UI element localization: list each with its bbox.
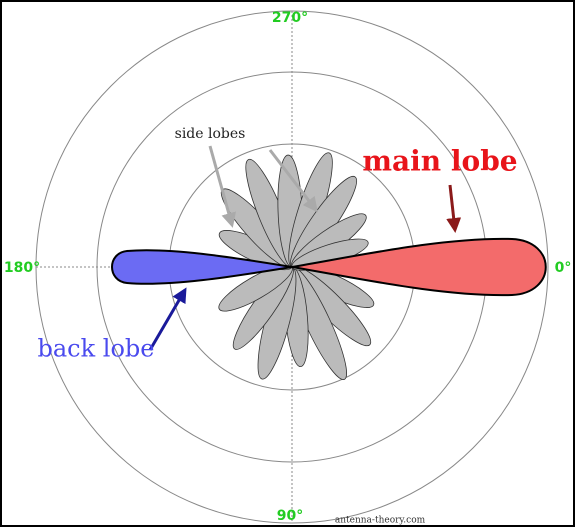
back-lobe-arrow [148, 287, 187, 351]
angle-label: 270° [272, 10, 308, 26]
back-lobe-label: back lobe [38, 335, 155, 363]
main-lobe [291, 237, 547, 297]
side-lobes-label: side lobes [175, 126, 246, 142]
credit: antenna-theory.com [335, 516, 426, 526]
side-lobe-arrow [208, 145, 237, 228]
angle-label: 180° [4, 260, 40, 276]
angle-label: 90° [277, 508, 303, 524]
back-lobe [111, 249, 293, 285]
angle-label: 0° [555, 260, 572, 276]
main-lobe-label: main lobe [362, 145, 517, 178]
main-lobe-arrow [446, 184, 462, 233]
side-lobe-arrow [268, 149, 318, 213]
